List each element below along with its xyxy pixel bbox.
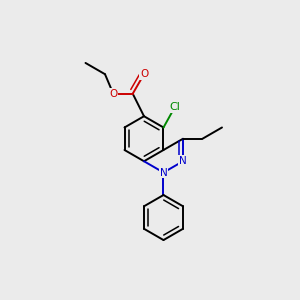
Text: N: N — [160, 167, 167, 178]
Text: O: O — [109, 89, 117, 99]
Text: Cl: Cl — [169, 102, 180, 112]
Text: N: N — [179, 156, 187, 166]
Text: O: O — [140, 69, 148, 79]
